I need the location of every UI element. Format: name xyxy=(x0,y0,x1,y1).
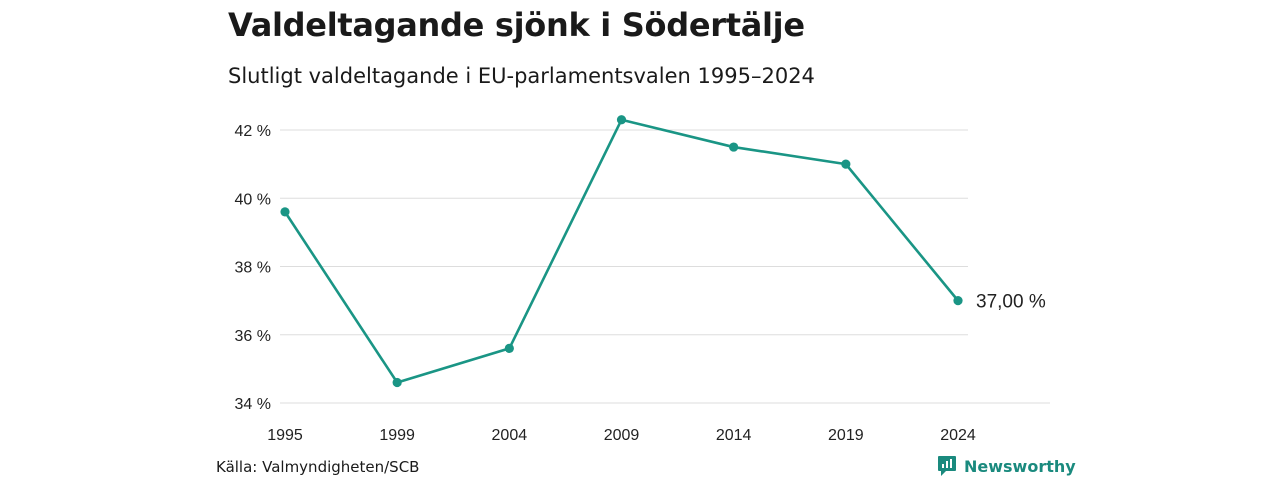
series-line xyxy=(283,118,960,384)
x-tick-label: 2019 xyxy=(828,427,864,444)
x-tick-label: 1999 xyxy=(379,427,415,444)
newsworthy-icon xyxy=(938,456,956,476)
data-point xyxy=(616,115,627,125)
y-tick-label: 42 % xyxy=(235,123,271,140)
data-point xyxy=(280,207,290,217)
data-point xyxy=(729,142,739,152)
y-tick-label: 38 % xyxy=(235,260,271,277)
chart-subtitle: Slutligt valdeltagande i EU-parlamentsva… xyxy=(228,64,815,88)
brand-logo: Newsworthy xyxy=(937,455,1076,477)
x-tick-label: 2024 xyxy=(940,427,976,444)
data-point xyxy=(841,159,851,169)
x-tick-label: 2004 xyxy=(492,427,528,444)
x-tick-label: 2009 xyxy=(604,427,640,444)
chart-title: Valdeltagande sjönk i Södertälje xyxy=(228,6,805,44)
data-point xyxy=(392,377,402,388)
end-value-label: 37,00 % xyxy=(976,292,1046,313)
y-tick-label: 34 % xyxy=(235,396,271,413)
data-point xyxy=(953,296,963,306)
y-tick-label: 36 % xyxy=(235,328,271,345)
y-tick-label: 40 % xyxy=(235,191,271,208)
x-tick-label: 2014 xyxy=(716,427,752,444)
source-note: Källa: Valmyndigheten/SCB xyxy=(216,458,420,476)
x-tick-label: 1995 xyxy=(267,427,303,444)
brand-name: Newsworthy xyxy=(964,456,1076,476)
data-point xyxy=(504,343,514,353)
